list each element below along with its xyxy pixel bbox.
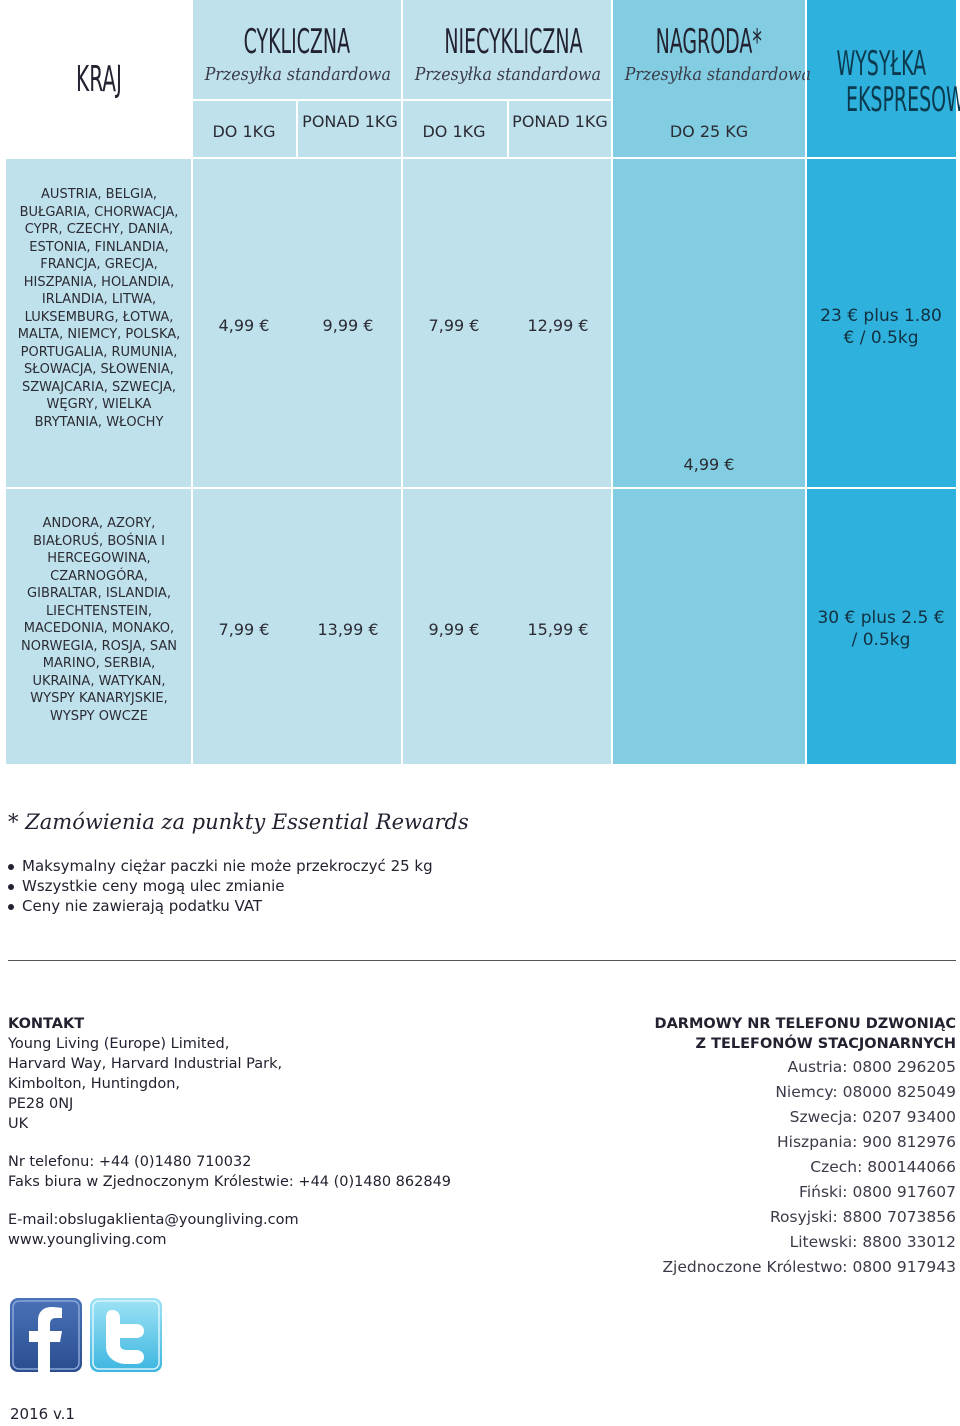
niecykliczna-subtitle: Przesyłka standardowa bbox=[414, 64, 601, 85]
grid-line bbox=[296, 100, 298, 158]
contact-line: PE28 0NJ bbox=[8, 1096, 74, 1112]
notes-title: * Zamówienia za punkty Essential Rewards bbox=[8, 810, 469, 834]
phone-number: Fiński: 0800 917607 bbox=[799, 1183, 956, 1201]
row1-countries: AUSTRIA, BELGIA, BUŁGARIA, CHORWACJA, CY… bbox=[17, 187, 181, 430]
freephone-heading-line2: Z TELEFONÓW STACJONARNYCH bbox=[695, 1036, 956, 1052]
contact-email[interactable]: E-mail:obslugaklienta@youngliving.com bbox=[8, 1212, 299, 1228]
divider bbox=[8, 960, 956, 961]
phone-number: Rosyjski: 8800 7073856 bbox=[769, 1208, 956, 1226]
cykliczna-subtitle: Przesyłka standardowa bbox=[204, 64, 391, 85]
grid-line bbox=[507, 100, 509, 158]
cykliczna-col2: PONAD 1KG bbox=[302, 112, 398, 131]
phone-number: Hiszpania: 900 812976 bbox=[777, 1133, 956, 1151]
note-item: Wszystkie ceny mogą ulec zmianie bbox=[8, 876, 608, 896]
freephone-heading: DARMOWY NR TELEFONU DZWONIĄC Z TELEFONÓW… bbox=[560, 1014, 956, 1054]
facebook-icon[interactable] bbox=[10, 1298, 82, 1372]
contact-fax: Faks biura w Zjednoczonym Królestwie: +4… bbox=[8, 1174, 452, 1190]
nagroda-title: NAGRODA* bbox=[655, 22, 763, 62]
row2-countries: ANDORA, AZORY, BIAŁORUŚ, BOŚNIA I HERCEG… bbox=[21, 516, 177, 724]
contact-block: KONTAKT Young Living (Europe) Limited, H… bbox=[8, 1014, 528, 1250]
notes-list: Maksymalny ciężar paczki nie może przekr… bbox=[8, 856, 608, 916]
niecykliczna-col1: DO 1KG bbox=[422, 122, 486, 141]
nagroda-subtitle: Przesyłka standardowa bbox=[624, 64, 811, 85]
phone-number: Austria: 0800 296205 bbox=[787, 1058, 956, 1076]
phone-number: Litewski: 8800 33012 bbox=[789, 1233, 956, 1251]
niecykliczna-col2: PONAD 1KG bbox=[512, 112, 608, 131]
row2-cyk-ponad1: 13,99 € bbox=[317, 620, 379, 639]
phone-number: Niemcy: 08000 825049 bbox=[775, 1083, 956, 1101]
col-nagroda-bg bbox=[612, 0, 806, 764]
row1-niecyk-do1: 7,99 € bbox=[428, 316, 480, 335]
contact-heading: KONTAKT bbox=[8, 1016, 85, 1032]
note-item: Maksymalny ciężar paczki nie może przekr… bbox=[8, 856, 608, 876]
contact-website[interactable]: www.youngliving.com bbox=[8, 1232, 167, 1248]
phone-number: Zjednoczone Królestwo: 0800 917943 bbox=[662, 1258, 956, 1276]
kraj-label: KRAJ bbox=[76, 58, 122, 100]
grid-line bbox=[6, 487, 956, 489]
phone-number: Czech: 800144066 bbox=[810, 1158, 956, 1176]
row1-cyk-do1: 4,99 € bbox=[218, 316, 270, 335]
niecykliczna-title: NIECYKLICZNA bbox=[444, 22, 583, 62]
nagroda-price: 4,99 € bbox=[683, 455, 735, 474]
header-nagroda: NAGRODA* Przesyłka standardowa DO 25 KG bbox=[612, 0, 811, 158]
ekspres-line1: WYSYŁKA bbox=[836, 44, 926, 84]
ekspres-line2: EKSPRESOWA bbox=[846, 80, 960, 120]
twitter-icon[interactable] bbox=[90, 1298, 162, 1372]
row1-cyk-ponad1: 9,99 € bbox=[322, 316, 374, 335]
header-cykliczna: CYKLICZNA Przesyłka standardowa DO 1KG P… bbox=[192, 0, 402, 158]
grid-line bbox=[805, 0, 807, 764]
row1-niecyk-ponad1: 12,99 € bbox=[527, 316, 589, 335]
contact-line: Harvard Way, Harvard Industrial Park, bbox=[8, 1056, 283, 1072]
grid-line bbox=[192, 99, 612, 101]
row2-ekspres: 30 € plus 2.5 € / 0.5kg bbox=[817, 608, 945, 650]
cykliczna-title: CYKLICZNA bbox=[243, 22, 351, 62]
freephone-heading-line1: DARMOWY NR TELEFONU DZWONIĄC bbox=[654, 1016, 956, 1032]
contact-line: UK bbox=[8, 1116, 29, 1132]
note-item: Ceny nie zawierają podatku VAT bbox=[8, 896, 608, 916]
row2-niecyk-ponad1: 15,99 € bbox=[527, 620, 589, 639]
contact-line: Young Living (Europe) Limited, bbox=[8, 1036, 230, 1052]
col-ekspres-bg bbox=[806, 0, 956, 764]
nagroda-col1: DO 25 KG bbox=[669, 122, 749, 141]
cykliczna-col1: DO 1KG bbox=[212, 122, 276, 141]
freephone-list: Austria: 0800 296205 Niemcy: 08000 82504… bbox=[560, 1055, 956, 1280]
header-niecykliczna: NIECYKLICZNA Przesyłka standardowa DO 1K… bbox=[402, 0, 612, 158]
grid-line bbox=[401, 0, 403, 764]
contact-phone: Nr telefonu: +44 (0)1480 710032 bbox=[8, 1154, 252, 1170]
row2-niecyk-do1: 9,99 € bbox=[428, 620, 480, 639]
grid-line bbox=[191, 0, 193, 764]
phone-number: Szwecja: 0207 93400 bbox=[789, 1108, 956, 1126]
header-kraj: KRAJ bbox=[6, 0, 192, 158]
col-kraj-bg bbox=[6, 158, 192, 764]
grid-line bbox=[611, 0, 613, 764]
grid-line bbox=[6, 157, 956, 159]
row2-cyk-do1: 7,99 € bbox=[218, 620, 270, 639]
version-label: 2016 v.1 bbox=[10, 1405, 75, 1423]
row1-ekspres: 23 € plus 1.80 € / 0.5kg bbox=[820, 306, 942, 348]
header-ekspres: WYSYŁKA EKSPRESOWA bbox=[806, 0, 960, 158]
contact-line: Kimbolton, Huntingdon, bbox=[8, 1076, 180, 1092]
